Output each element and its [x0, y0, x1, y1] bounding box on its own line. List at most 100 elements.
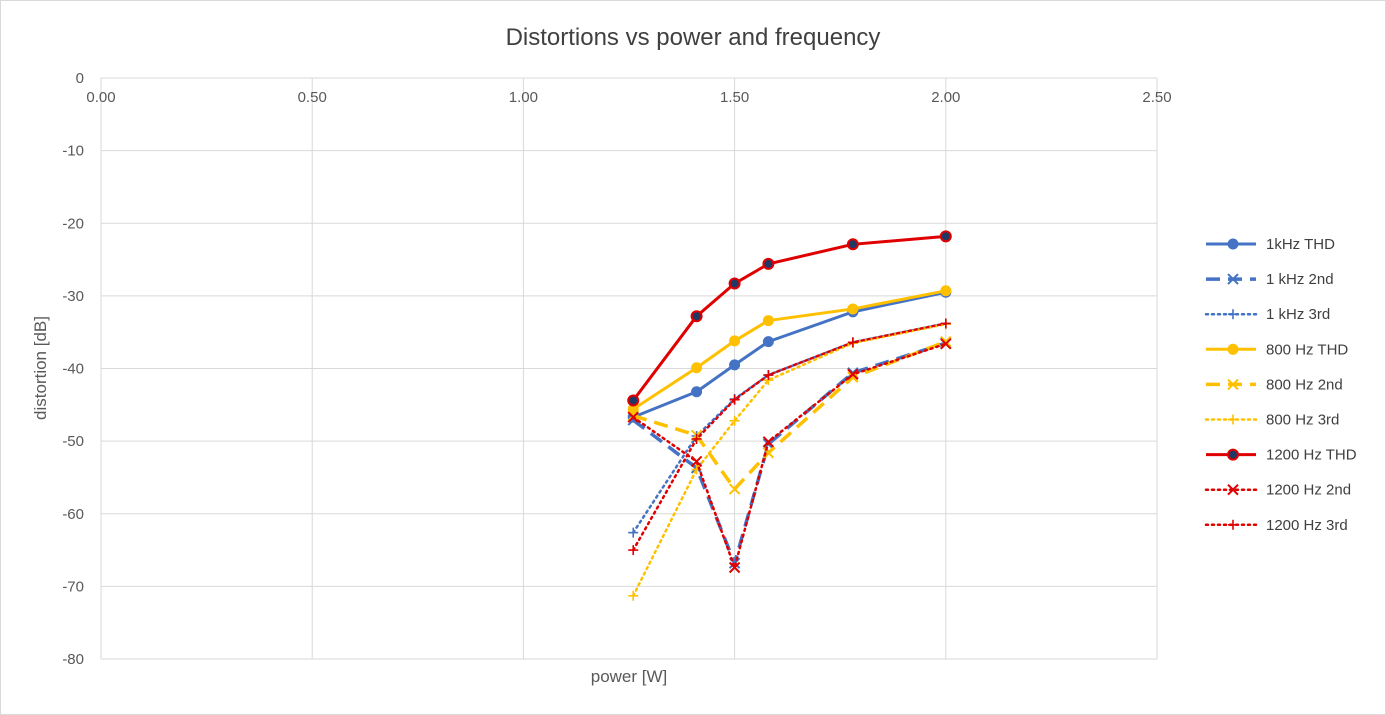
data-point — [628, 527, 639, 538]
marker-stroke — [627, 411, 639, 423]
data-point — [1227, 448, 1239, 461]
series-1200-hz-2nd — [627, 338, 952, 574]
data-point — [940, 318, 951, 329]
data-point — [729, 394, 740, 405]
legend-item: 1 kHz 3rd — [1204, 306, 1330, 323]
data-point — [762, 315, 774, 327]
data-point — [1228, 414, 1238, 425]
x-tick-label: 0.50 — [298, 89, 327, 106]
series-line — [632, 289, 947, 411]
legend-item: 1 kHz 2nd — [1206, 271, 1334, 288]
x-tick-label: 1.50 — [720, 89, 749, 106]
y-tick-label: 0 — [76, 70, 84, 87]
legend-label: 800 Hz 2nd — [1266, 376, 1343, 393]
series-line — [632, 234, 946, 402]
chart-title: Distortions vs power and frequency — [506, 24, 881, 51]
legend: 1kHz THD 1 kHz 2nd 1 kHz 3rd 800 Hz THD 800 … — [1204, 236, 1357, 534]
legend-label: 1200 Hz 2nd — [1266, 482, 1351, 499]
series-line — [631, 322, 948, 552]
data-point — [847, 337, 858, 348]
gridlines — [100, 77, 1158, 660]
data-point — [728, 277, 741, 290]
series-line — [631, 322, 948, 534]
data-point — [691, 386, 703, 398]
y-tick-label: -20 — [62, 215, 84, 232]
legend-item: 800 Hz THD — [1206, 341, 1348, 358]
y-tick-label: -60 — [62, 506, 84, 523]
y-axis-title: distortion [dB] — [31, 316, 50, 420]
marker-stroke — [728, 483, 741, 495]
legend-label: 1 kHz 2nd — [1266, 271, 1334, 288]
legend-label: 1 kHz 3rd — [1266, 306, 1330, 323]
data-point — [762, 257, 775, 270]
data-point — [627, 411, 639, 423]
data-point — [690, 310, 703, 323]
y-tick-label: -70 — [62, 578, 84, 595]
series-1200-hz-3rd — [628, 318, 951, 556]
series-line — [632, 341, 947, 565]
data-point — [1227, 483, 1239, 496]
legend-label: 1200 Hz 3rd — [1266, 517, 1348, 534]
marker-stroke — [728, 561, 741, 574]
legend-item: 800 Hz 2nd — [1206, 376, 1343, 393]
data-point — [691, 362, 703, 374]
legend-item: 1200 Hz THD — [1206, 447, 1357, 464]
data-point — [762, 436, 775, 448]
legend-label: 1200 Hz THD — [1266, 447, 1357, 464]
y-tick-label: -10 — [62, 143, 84, 160]
series-1khz-thd — [627, 286, 952, 423]
data-point — [1227, 238, 1239, 250]
y-tick-label: -50 — [62, 433, 84, 450]
data-point — [940, 338, 952, 350]
marker-stroke — [1227, 273, 1239, 285]
series-1-khz-2nd — [627, 337, 952, 569]
data-point — [939, 230, 952, 243]
data-point — [1227, 273, 1239, 285]
series-line — [632, 339, 947, 491]
tick-labels: 0.00 0.50 1.00 1.50 2.00 2.50 0 -10 -20 -30 -40 -50… — [62, 70, 1171, 668]
legend-item: 1kHz THD — [1206, 236, 1335, 253]
series-800-hz-2nd — [627, 335, 952, 495]
marker-stroke — [940, 338, 952, 350]
marker-stroke — [762, 436, 775, 448]
x-tick-label: 2.00 — [931, 89, 960, 106]
data-point — [846, 238, 859, 251]
data-point — [940, 285, 952, 297]
data-point — [729, 335, 741, 347]
legend-item: 1200 Hz 2nd — [1204, 482, 1351, 499]
legend-label: 1kHz THD — [1266, 236, 1335, 253]
data-point — [627, 409, 639, 422]
data-point — [628, 545, 639, 556]
x-tick-label: 0.00 — [86, 89, 115, 106]
marker-stroke — [627, 409, 639, 422]
marker-stroke — [1227, 483, 1239, 496]
data-point — [1228, 309, 1238, 320]
data-point — [690, 455, 703, 468]
series-line — [631, 342, 948, 569]
data-point — [691, 433, 702, 444]
legend-item: 1200 Hz 3rd — [1204, 517, 1348, 534]
data-point — [627, 394, 640, 407]
series-layer — [627, 230, 952, 601]
series-line — [632, 290, 947, 419]
data-point — [728, 561, 741, 574]
data-point — [1227, 343, 1239, 355]
marker-stroke — [847, 368, 859, 381]
data-point — [763, 370, 774, 381]
y-tick-label: -80 — [62, 651, 84, 668]
data-point — [729, 415, 740, 426]
x-tick-label: 2.50 — [1142, 89, 1171, 106]
series-800-hz-thd — [627, 285, 952, 415]
data-point — [847, 303, 859, 315]
data-point — [1227, 378, 1239, 391]
marker-stroke — [1227, 378, 1239, 391]
marker-stroke — [690, 455, 703, 468]
marker-stroke — [847, 367, 859, 379]
series-1200-hz-thd — [627, 230, 952, 407]
x-axis-title: power [W] — [591, 667, 668, 686]
y-tick-label: -40 — [62, 361, 84, 378]
data-point — [628, 590, 639, 601]
x-tick-label: 1.00 — [509, 89, 538, 106]
y-tick-label: -30 — [62, 288, 84, 305]
